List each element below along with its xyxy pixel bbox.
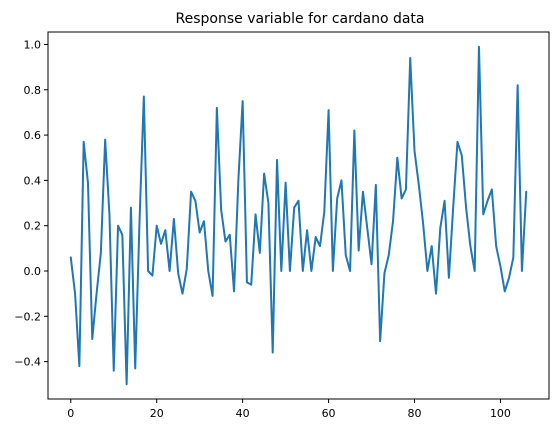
x-tick-label: 100 [490,407,511,420]
y-tick-label: −0.4 [14,356,41,369]
series-line [69,45,528,386]
y-tick-label: 0.4 [24,174,42,187]
x-tick-label: 40 [236,407,250,420]
y-tick-label: 1.0 [24,38,42,51]
x-tick-label: 0 [67,407,74,420]
x-tick-label: 80 [408,407,422,420]
y-tick-label: 0.6 [24,129,42,142]
y-tick-label: 0.8 [24,84,42,97]
x-tick-label: 60 [322,407,336,420]
plot-frame [47,31,550,400]
y-tick-label: 0.0 [24,265,42,278]
y-axis: −0.4 −0.2 0.0 0.2 0.4 0.6 0.8 1.0 [14,38,48,369]
x-axis: 0 20 40 60 80 100 [67,399,511,420]
chart-title: Response variable for cardano data [176,11,425,27]
x-tick-label: 20 [150,407,164,420]
plot-lines [69,45,528,386]
y-tick-label: −0.2 [14,310,41,323]
y-tick-label: 0.2 [24,220,42,233]
